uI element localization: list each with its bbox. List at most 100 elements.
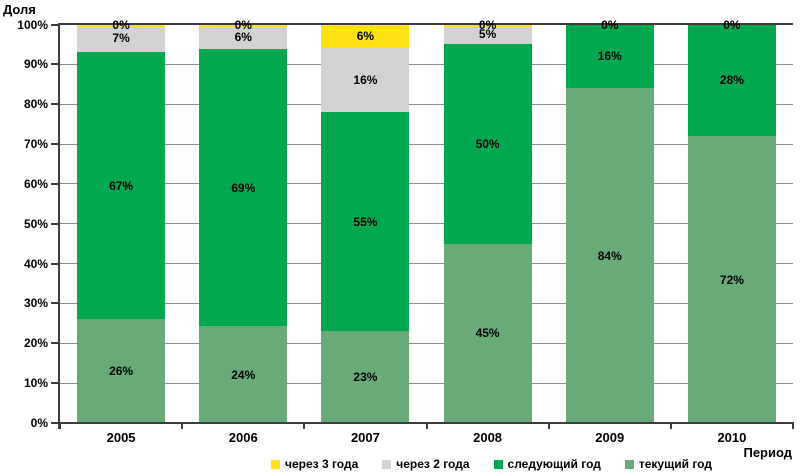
segment-label: 24% — [231, 367, 256, 382]
x-axis-line — [54, 422, 794, 424]
legend-label: через 3 года — [285, 457, 359, 471]
x-tick-mark — [181, 423, 184, 429]
legend-item: следующий год — [493, 457, 601, 471]
y-tick-mark — [51, 143, 60, 146]
segment-label: 84% — [597, 248, 622, 263]
y-tick-mark — [51, 63, 60, 66]
segment-label: 26% — [109, 364, 134, 379]
segment-label: 6% — [356, 29, 375, 44]
y-tick-label: 20% — [23, 336, 48, 351]
bar-segment — [321, 48, 410, 113]
bar-segment — [687, 136, 776, 423]
y-tick-mark — [51, 342, 60, 345]
y-tick-label: 50% — [23, 216, 48, 231]
legend-item: через 3 года — [271, 457, 358, 471]
bar-segment — [199, 326, 288, 423]
bar-segment — [321, 112, 410, 332]
y-tick-mark — [51, 382, 60, 385]
y-tick-mark — [51, 182, 60, 185]
bar-segment — [77, 24, 166, 53]
bar-segment — [443, 24, 532, 45]
legend: через 3 года через 2 года следующий год тек… — [271, 457, 712, 471]
segment-label: 23% — [353, 370, 378, 385]
y-tick-label: 40% — [23, 256, 48, 271]
x-axis-title: Период — [743, 445, 792, 460]
bar-segment — [687, 24, 776, 137]
segment-label: 16% — [597, 49, 622, 64]
bar-segment — [443, 243, 532, 423]
bar-segment — [77, 52, 166, 320]
segment-label: 69% — [231, 180, 256, 195]
gridline — [60, 183, 793, 185]
legend-swatch-icon — [493, 459, 503, 469]
bar-segment — [443, 24, 532, 27]
bar-segment — [321, 24, 410, 49]
legend-item: через 2 года — [382, 457, 470, 471]
y-tick-label: 100% — [17, 17, 48, 32]
x-tick-label: 2009 — [595, 430, 625, 445]
segment-label: 0% — [234, 17, 252, 32]
segment-label: 72% — [719, 272, 744, 287]
legend-label: текущий год — [638, 457, 712, 471]
legend-item: текущий год — [624, 457, 712, 471]
y-tick-mark — [51, 262, 60, 265]
gridline — [60, 223, 793, 225]
bar-segment — [77, 319, 166, 423]
legend-swatch-icon — [271, 459, 280, 469]
top-gridline — [60, 23, 793, 25]
bar-segment — [199, 24, 288, 27]
x-tick-mark — [547, 423, 550, 429]
gridline — [60, 63, 793, 65]
legend-swatch-icon — [624, 459, 634, 469]
bar-segment — [321, 331, 410, 423]
segment-label: 55% — [353, 214, 378, 229]
segment-label: 50% — [475, 137, 500, 152]
x-tick-label: 2005 — [106, 430, 136, 445]
x-tick-label: 2007 — [350, 430, 380, 445]
bar-segment — [199, 24, 288, 49]
segment-label: 67% — [109, 178, 134, 193]
segment-label: 28% — [719, 73, 744, 88]
bar-segment — [565, 88, 654, 423]
x-tick-label: 2010 — [717, 430, 747, 445]
gridline — [60, 382, 793, 384]
legend-label: через 2 года — [396, 457, 470, 471]
y-tick-mark — [51, 422, 60, 424]
y-tick-mark — [51, 23, 60, 26]
x-tick-label: 2006 — [228, 430, 258, 445]
y-axis-line — [58, 23, 60, 429]
segment-label: 0% — [112, 17, 130, 32]
bar-segment — [443, 44, 532, 244]
x-tick-label: 2008 — [473, 430, 503, 445]
gridline — [60, 263, 793, 265]
gridline — [60, 342, 793, 344]
y-tick-label: 10% — [23, 376, 48, 391]
x-tick-mark — [59, 423, 61, 429]
segment-label: 5% — [478, 27, 497, 42]
gridline — [60, 143, 793, 145]
segment-label: 0% — [601, 17, 619, 32]
legend-swatch-icon — [382, 459, 392, 469]
bar-segment — [565, 24, 654, 89]
x-tick-mark — [303, 423, 306, 429]
bar-segment — [199, 48, 288, 327]
segment-label: 7% — [112, 31, 130, 46]
segment-label: 16% — [353, 73, 378, 88]
gridline — [60, 103, 793, 105]
bar-segment — [77, 24, 166, 27]
y-axis-title: Доля — [3, 2, 36, 17]
y-tick-label: 70% — [23, 137, 48, 152]
x-tick-mark — [792, 423, 794, 429]
y-tick-label: 90% — [23, 57, 48, 72]
y-tick-label: 30% — [23, 296, 48, 311]
segment-label: 0% — [723, 17, 741, 32]
segment-label: 45% — [475, 326, 500, 341]
y-tick-label: 80% — [23, 97, 48, 112]
gridline — [60, 302, 793, 304]
x-tick-mark — [669, 423, 672, 429]
legend-label: следующий год — [507, 457, 601, 471]
x-tick-mark — [425, 423, 428, 429]
y-tick-label: 0% — [30, 416, 48, 430]
y-tick-mark — [51, 302, 60, 305]
